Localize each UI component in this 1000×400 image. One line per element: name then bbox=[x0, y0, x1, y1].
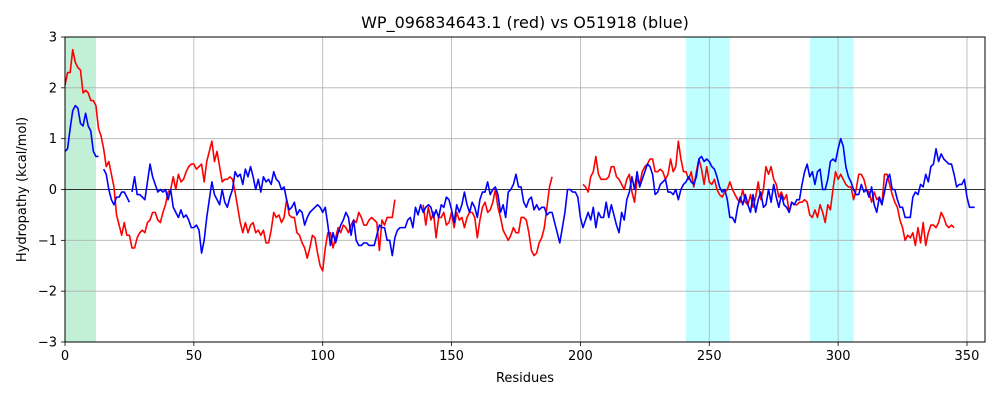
y-tick-label: 0 bbox=[49, 183, 57, 198]
y-tick-label: −1 bbox=[38, 234, 57, 249]
series-2-segment-1 bbox=[64, 104, 99, 158]
series-1-segment-1 bbox=[64, 48, 396, 272]
y-axis-ticks: −3 −2 −1 0 1 2 3 bbox=[38, 31, 65, 351]
y-tick-label: 1 bbox=[49, 132, 57, 147]
series-1-segment-3 bbox=[582, 140, 955, 247]
y-tick-label: −3 bbox=[38, 336, 57, 351]
x-tick-label: 350 bbox=[955, 349, 980, 364]
y-tick-label: 3 bbox=[49, 31, 57, 46]
chart-title: WP_096834643.1 (red) vs O51918 (blue) bbox=[361, 13, 689, 33]
x-tick-label: 50 bbox=[186, 349, 203, 364]
x-axis-title: Residues bbox=[496, 371, 554, 386]
y-tick-label: 2 bbox=[49, 81, 57, 96]
series-lines bbox=[64, 48, 975, 272]
x-tick-label: 250 bbox=[697, 349, 722, 364]
y-tick-label: −2 bbox=[38, 285, 57, 300]
y-axis-title: Hydropathy (kcal/mol) bbox=[15, 117, 30, 262]
series-2-segment-3 bbox=[131, 137, 975, 257]
x-tick-label: 150 bbox=[439, 349, 464, 364]
x-tick-label: 100 bbox=[310, 349, 335, 364]
x-tick-label: 300 bbox=[826, 349, 851, 364]
x-axis-ticks: 0 50 100 150 200 250 300 350 bbox=[61, 342, 980, 364]
x-tick-label: 0 bbox=[61, 349, 69, 364]
series-2-segment-2 bbox=[102, 168, 131, 206]
x-tick-label: 200 bbox=[568, 349, 593, 364]
series-1-segment-2 bbox=[422, 176, 553, 257]
